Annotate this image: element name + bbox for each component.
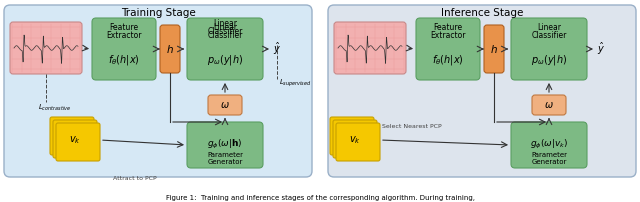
Text: Classifier: Classifier — [207, 26, 243, 36]
Text: Generator: Generator — [207, 159, 243, 165]
Text: $v_k$: $v_k$ — [349, 134, 361, 146]
FancyBboxPatch shape — [484, 25, 504, 73]
FancyBboxPatch shape — [532, 95, 566, 115]
FancyBboxPatch shape — [187, 122, 263, 168]
Text: $g_\phi(\omega|\mathbf{h})$: $g_\phi(\omega|\mathbf{h})$ — [207, 137, 243, 150]
Text: Classifier: Classifier — [207, 31, 243, 40]
FancyBboxPatch shape — [416, 18, 480, 80]
Text: $h$: $h$ — [166, 43, 174, 55]
Text: $g_\phi(\omega|v_k)$: $g_\phi(\omega|v_k)$ — [530, 137, 568, 150]
FancyBboxPatch shape — [330, 117, 374, 155]
FancyBboxPatch shape — [53, 120, 97, 158]
Text: Extractor: Extractor — [430, 31, 466, 40]
Text: Generator: Generator — [531, 159, 566, 165]
Text: Feature: Feature — [109, 23, 139, 33]
FancyBboxPatch shape — [187, 18, 263, 80]
Text: Linear: Linear — [213, 23, 237, 33]
FancyBboxPatch shape — [160, 25, 180, 73]
FancyBboxPatch shape — [336, 123, 380, 161]
Text: $f_\theta(h|x)$: $f_\theta(h|x)$ — [432, 53, 464, 67]
Text: $h$: $h$ — [490, 43, 498, 55]
Text: Feature: Feature — [433, 23, 463, 33]
FancyBboxPatch shape — [333, 120, 377, 158]
Text: $v_k$: $v_k$ — [69, 134, 81, 146]
Text: Training Stage: Training Stage — [120, 8, 195, 18]
Text: $\omega$: $\omega$ — [544, 100, 554, 110]
Text: $\omega$: $\omega$ — [220, 100, 230, 110]
Text: Classifier: Classifier — [531, 31, 566, 40]
Text: $p_\omega(y|h)$: $p_\omega(y|h)$ — [531, 53, 567, 67]
FancyBboxPatch shape — [511, 18, 587, 80]
Text: Attract to PCP: Attract to PCP — [113, 176, 157, 181]
FancyBboxPatch shape — [328, 5, 636, 177]
Text: $L_{contrastive}$: $L_{contrastive}$ — [38, 103, 71, 113]
FancyBboxPatch shape — [50, 117, 94, 155]
FancyBboxPatch shape — [10, 22, 82, 74]
Text: Parameter: Parameter — [531, 152, 567, 158]
Text: Figure 1:  Training and inference stages of the corresponding algorithm. During : Figure 1: Training and inference stages … — [166, 195, 474, 201]
FancyBboxPatch shape — [4, 5, 312, 177]
Text: Extractor: Extractor — [106, 31, 141, 40]
FancyBboxPatch shape — [56, 123, 100, 161]
Text: $L_{supervised}$: $L_{supervised}$ — [279, 77, 312, 89]
Text: $\hat{y}$: $\hat{y}$ — [597, 41, 605, 57]
Text: Select Nearest PCP: Select Nearest PCP — [382, 124, 442, 129]
Text: Linear: Linear — [213, 20, 237, 28]
FancyBboxPatch shape — [208, 95, 242, 115]
FancyBboxPatch shape — [334, 22, 406, 74]
Text: Parameter: Parameter — [207, 152, 243, 158]
FancyBboxPatch shape — [511, 122, 587, 168]
Text: $f_\theta(h|x)$: $f_\theta(h|x)$ — [108, 53, 140, 67]
Text: $p_\omega(y|h)$: $p_\omega(y|h)$ — [207, 53, 243, 67]
Text: $\hat{y}$: $\hat{y}$ — [273, 41, 281, 57]
Text: Inference Stage: Inference Stage — [441, 8, 523, 18]
FancyBboxPatch shape — [92, 18, 156, 80]
Text: Linear: Linear — [537, 23, 561, 33]
